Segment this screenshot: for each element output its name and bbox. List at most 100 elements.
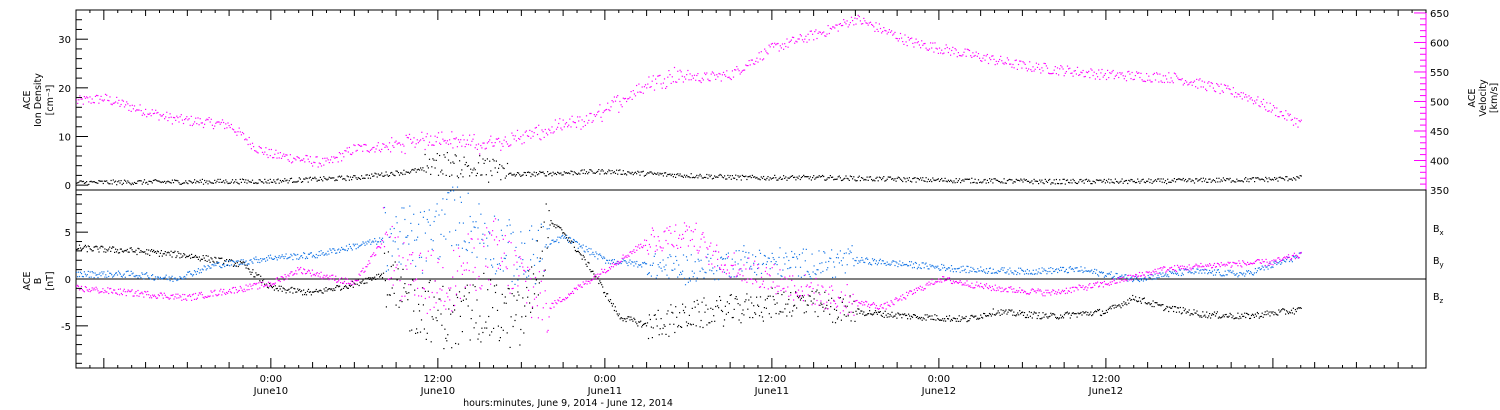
ion-density-point: [981, 182, 983, 184]
by-point: [1249, 271, 1252, 273]
by-point: [994, 272, 996, 274]
bx-point: [1014, 314, 1016, 316]
by-point: [1187, 271, 1189, 274]
velocity-point: [1032, 66, 1034, 68]
by-point: [80, 273, 83, 275]
bx-point: [606, 293, 608, 295]
by-point: [1019, 273, 1021, 275]
velocity-point: [632, 90, 634, 92]
by-point: [903, 264, 905, 266]
ion-density-point: [1010, 179, 1012, 181]
velocity-point: [628, 98, 630, 100]
velocity-point: [496, 138, 499, 140]
bx-point: [988, 312, 991, 315]
velocity-point: [857, 14, 859, 16]
by-point: [929, 264, 931, 266]
by-point: [1047, 271, 1049, 273]
ion-density-point: [940, 179, 942, 181]
by-point: [860, 259, 862, 261]
velocity-point: [1117, 72, 1119, 74]
by-point: [412, 259, 414, 262]
by-point: [1192, 268, 1194, 270]
ion-density-point: [908, 177, 910, 179]
by-point: [746, 261, 748, 264]
ion-density-point: [1036, 180, 1039, 182]
by-point: [900, 264, 902, 266]
velocity-point: [974, 54, 976, 57]
by-point: [128, 274, 130, 277]
bx-point: [912, 314, 915, 316]
velocity-point: [1056, 67, 1059, 69]
ion-density-point: [1162, 178, 1164, 180]
bx-point: [924, 314, 926, 316]
velocity-point: [682, 81, 684, 83]
bx-point: [1238, 318, 1240, 320]
bx-point: [1101, 310, 1104, 312]
ion-density-point: [1184, 178, 1187, 181]
bx-point: [471, 309, 473, 311]
by-point: [1294, 255, 1296, 257]
ion-density-point: [558, 172, 560, 174]
velocity-point: [736, 66, 738, 68]
ion-density-point: [1166, 183, 1168, 185]
by-point: [286, 258, 288, 260]
ion-density-point: [928, 180, 931, 182]
bx-point: [1206, 311, 1208, 313]
bx-point: [1168, 310, 1170, 313]
velocity-point: [205, 119, 207, 121]
ion-density-point: [626, 174, 628, 176]
by-point: [1160, 273, 1162, 275]
ion-density-point: [734, 177, 736, 179]
velocity-point: [1127, 71, 1129, 73]
velocity-point: [1168, 72, 1170, 74]
velocity-point: [1242, 92, 1244, 94]
ion-density-point: [914, 177, 916, 179]
bx-point: [428, 281, 430, 284]
ion-density-point: [1159, 180, 1161, 182]
by-point: [201, 268, 203, 270]
bx-point: [193, 256, 196, 258]
by-point: [1039, 272, 1041, 274]
bx-point: [1277, 314, 1279, 316]
by-point: [560, 237, 562, 239]
bx-point: [962, 318, 964, 320]
ion-density-point: [551, 175, 553, 177]
by-point: [144, 273, 146, 275]
bx-point: [1028, 311, 1030, 313]
by-point: [131, 273, 133, 275]
ion-density-point: [443, 154, 445, 156]
bx-point: [629, 319, 631, 321]
velocity-point: [725, 75, 727, 77]
bz-point: [97, 290, 99, 292]
bx-point: [348, 284, 350, 286]
by-point: [775, 261, 777, 263]
velocity-point: [631, 98, 633, 100]
ion-density-point: [306, 177, 308, 180]
bz-point: [93, 287, 95, 289]
velocity-point: [1153, 72, 1155, 74]
velocity-point: [981, 60, 983, 62]
velocity-point: [1001, 60, 1003, 62]
velocity-point: [327, 159, 329, 161]
bx-point: [299, 288, 301, 291]
bx-point: [1241, 313, 1243, 315]
bx-point: [1292, 307, 1294, 309]
velocity-point: [128, 109, 130, 111]
bx-point: [386, 294, 388, 296]
ion-density-point: [1045, 180, 1047, 182]
velocity-point: [613, 96, 615, 98]
ion-density-point: [1183, 180, 1185, 182]
bx-point: [612, 303, 614, 305]
ion-density-point: [420, 167, 422, 169]
bx-point: [266, 286, 269, 288]
by-point: [899, 260, 901, 262]
by-point: [467, 192, 469, 194]
velocity-point: [393, 146, 395, 148]
by-point: [925, 262, 927, 264]
ion-density-point: [1149, 181, 1151, 184]
ion-density-point: [188, 180, 190, 182]
velocity-point: [677, 70, 679, 72]
bx-point: [1264, 311, 1266, 313]
bx-point: [563, 232, 565, 234]
velocity-point: [721, 74, 723, 76]
